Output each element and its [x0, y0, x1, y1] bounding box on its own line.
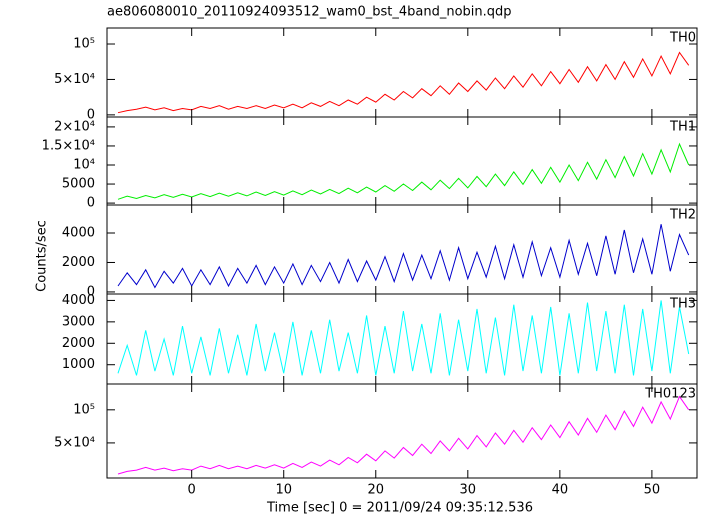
panel-frame: [106, 293, 698, 385]
legend-label: TH0: [669, 31, 696, 46]
x-tick-label: 10: [275, 483, 292, 498]
legend-label: TH1: [669, 120, 696, 135]
x-axis-label: Time [sec] 0 = 2011/09/24 09:35:12.536: [266, 501, 533, 516]
chart-title: ae806080010_20110924093512_wam0_bst_4ban…: [107, 5, 512, 20]
y-tick-label: 10⁵: [73, 402, 95, 417]
x-tick-label: 40: [552, 483, 569, 498]
panel-frame: [106, 27, 698, 118]
y-tick-label: 2×10⁴: [54, 119, 95, 134]
x-tick-label: 20: [367, 483, 384, 498]
data-line: [117, 224, 690, 289]
y-tick-label: 1000: [62, 357, 95, 372]
x-tick-label: 0: [188, 483, 196, 498]
panel-frame: [106, 116, 698, 206]
y-tick-label: 4000: [62, 225, 95, 240]
legend-label: TH3: [669, 297, 696, 312]
y-tick-label: 5×10⁴: [54, 72, 95, 87]
y-tick-label: 4000: [62, 293, 95, 308]
data-line: [117, 51, 690, 114]
panel-frame: [106, 204, 698, 295]
y-tick-label: 10⁴: [73, 158, 95, 173]
legend-label: TH0123: [644, 387, 696, 402]
y-tick-label: 0: [87, 284, 95, 299]
y-tick-label: 3000: [62, 314, 95, 329]
y-tick-label: 0: [87, 107, 95, 122]
y-tick-label: 0: [87, 196, 95, 211]
y-tick-label: 1.5×10⁴: [42, 138, 95, 153]
x-tick-label: 30: [460, 483, 477, 498]
y-tick-label: 5000: [62, 177, 95, 192]
data-line: [117, 395, 690, 475]
y-axis-label: Counts/sec: [35, 220, 50, 292]
y-tick-label: 2000: [62, 255, 95, 270]
data-line: [117, 142, 690, 200]
y-tick-label: 5×10⁴: [54, 435, 95, 450]
legend-label: TH2: [669, 208, 696, 223]
data-line: [117, 300, 690, 376]
x-tick-label: 50: [644, 483, 661, 498]
panel-frame: [106, 383, 698, 479]
y-tick-label: 10⁵: [73, 37, 95, 52]
y-tick-label: 2000: [62, 336, 95, 351]
